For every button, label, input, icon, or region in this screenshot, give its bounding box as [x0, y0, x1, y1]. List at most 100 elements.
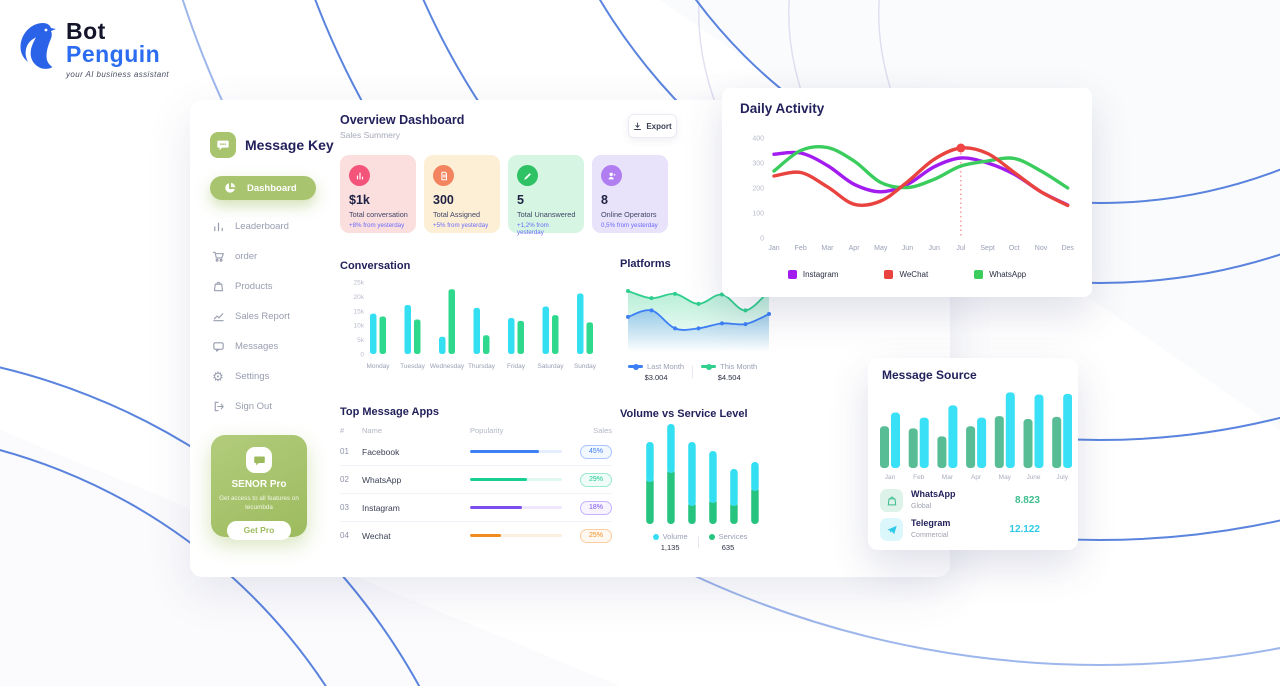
app-name: WhatsApp [362, 474, 402, 485]
col-header-name: Name [362, 425, 383, 435]
logo-tagline: your AI business assistant [66, 70, 170, 79]
stat-value: 8 [601, 193, 608, 207]
promo-subtitle: Get access to all features on tecumbda [219, 495, 299, 512]
svg-text:Jan: Jan [768, 245, 779, 252]
top-message-apps-title: Top Message Apps [340, 406, 440, 418]
legend-value: $4.504 [717, 373, 741, 382]
penguin-logo-icon [16, 20, 60, 79]
app-name: Instagram [362, 502, 400, 513]
list-item: WhatsApp Global 8.823 [880, 486, 1066, 515]
get-pro-button[interactable]: Get Pro [227, 520, 291, 540]
sidebar-item-label: Sign Out [235, 400, 272, 412]
stat-label: Total conversation [349, 210, 408, 219]
legend-swatch [652, 533, 659, 540]
export-label: Export [646, 121, 672, 131]
line-chart-icon [210, 308, 226, 324]
page-subtitle: Sales Summery [340, 130, 400, 140]
col-header-sales: Sales [593, 425, 612, 435]
svg-text:10k: 10k [354, 323, 365, 330]
row-number: 02 [340, 475, 349, 484]
svg-text:Des: Des [1061, 245, 1074, 252]
source-category: Commercial [911, 532, 949, 540]
sales-badge: 25% [579, 528, 612, 543]
svg-text:May: May [999, 474, 1012, 481]
conversation-title: Conversation [340, 260, 411, 272]
legend-label: Instagram [802, 270, 839, 279]
svg-text:Mar: Mar [821, 245, 834, 252]
stat-delta: +8% from yesterday [349, 222, 405, 229]
chat-icon [210, 338, 226, 354]
page-title: Overview Dashboard [340, 113, 465, 127]
sidebar-item-order[interactable]: order [210, 244, 316, 268]
col-header-popularity: Popularity [470, 425, 504, 435]
sidebar-item-dashboard[interactable]: Dashboard [210, 176, 316, 200]
popularity-bar [470, 477, 562, 482]
popularity-bar [470, 449, 562, 454]
sidebar-item-messages[interactable]: Messages [210, 334, 316, 358]
sidebar-header: Message Key [210, 132, 334, 158]
sidebar-item-leaderboard[interactable]: Leaderboard [210, 214, 316, 238]
svg-text:200: 200 [752, 186, 764, 193]
sidebar-item-products[interactable]: Products [210, 274, 316, 298]
logo-text-penguin: Penguin [66, 41, 161, 67]
stat-cards-row: $1k Total conversation +8% from yesterda… [340, 155, 668, 236]
user-icon [601, 165, 622, 186]
svg-text:Jun: Jun [929, 245, 940, 252]
popularity-bar [470, 505, 562, 510]
legend-label: Volume [662, 532, 688, 541]
svg-text:Feb: Feb [913, 474, 925, 481]
svg-text:Tuesday: Tuesday [400, 363, 425, 370]
sidebar-item-sign-out[interactable]: Sign Out [210, 394, 316, 418]
svg-text:5k: 5k [357, 337, 365, 344]
table-row: 04 Wechat 25% [340, 522, 612, 549]
bag-icon [880, 489, 903, 512]
stat-value: 5 [517, 193, 524, 207]
bag-icon [210, 278, 226, 294]
gear-icon: ⚙ [212, 368, 224, 384]
export-button[interactable]: Export [628, 114, 677, 138]
legend-label: WhatsApp [989, 270, 1027, 279]
legend-item: Services 635 [708, 532, 747, 552]
top-message-apps-table: # Name Popularity Sales 01 Facebook 45% 02 W… [340, 422, 612, 549]
svg-text:20k: 20k [354, 294, 365, 301]
sidebar-item-sales-report[interactable]: Sales Report [210, 304, 316, 328]
svg-text:Apr: Apr [971, 474, 982, 481]
volume-service-legend: Volume 1,135 Services 635 [620, 532, 780, 552]
legend-value: $3.004 [644, 373, 668, 382]
document-icon [433, 165, 454, 186]
sidebar-item-settings[interactable]: ⚙ Settings [210, 364, 316, 388]
svg-text:Jun: Jun [902, 245, 913, 252]
row-number: 03 [340, 503, 349, 512]
svg-text:Wednesday: Wednesday [430, 363, 465, 370]
source-value: 12.122 [1009, 524, 1040, 535]
promo-title: SENOR Pro [231, 479, 287, 490]
cart-icon [210, 248, 226, 264]
svg-text:100: 100 [752, 211, 764, 218]
chat-icon [246, 447, 272, 473]
logo-text-bot: Bot [66, 18, 106, 44]
legend-item: Volume 1,135 [652, 532, 688, 552]
source-value: 8.823 [1014, 495, 1040, 506]
platforms-legend: Last Month $3.004 This Month $4.504 [628, 362, 757, 382]
svg-text:Apr: Apr [849, 245, 861, 252]
legend-value: 1,135 [660, 543, 680, 552]
stat-value: 300 [433, 193, 454, 207]
legend-divider [697, 536, 699, 548]
sidebar-title: Message Key [245, 137, 334, 153]
message-key-icon [210, 132, 236, 158]
platforms-title: Platforms [620, 258, 671, 270]
app-name: Facebook [362, 446, 400, 457]
svg-text:Monday: Monday [366, 363, 390, 370]
stat-value: $1k [349, 193, 370, 207]
row-number: 04 [340, 531, 349, 540]
legend-swatch [708, 533, 715, 540]
svg-text:Friday: Friday [507, 363, 526, 370]
pencil-icon [517, 165, 538, 186]
legend-label: Last Month [647, 362, 685, 371]
sidebar-item-label: Products [235, 280, 273, 292]
sign-out-icon [210, 398, 226, 414]
paper-plane-icon [880, 518, 903, 541]
stat-label: Online Operators [601, 210, 657, 219]
svg-text:Jan: Jan [885, 474, 896, 481]
legend-label: WeChat [899, 270, 929, 279]
